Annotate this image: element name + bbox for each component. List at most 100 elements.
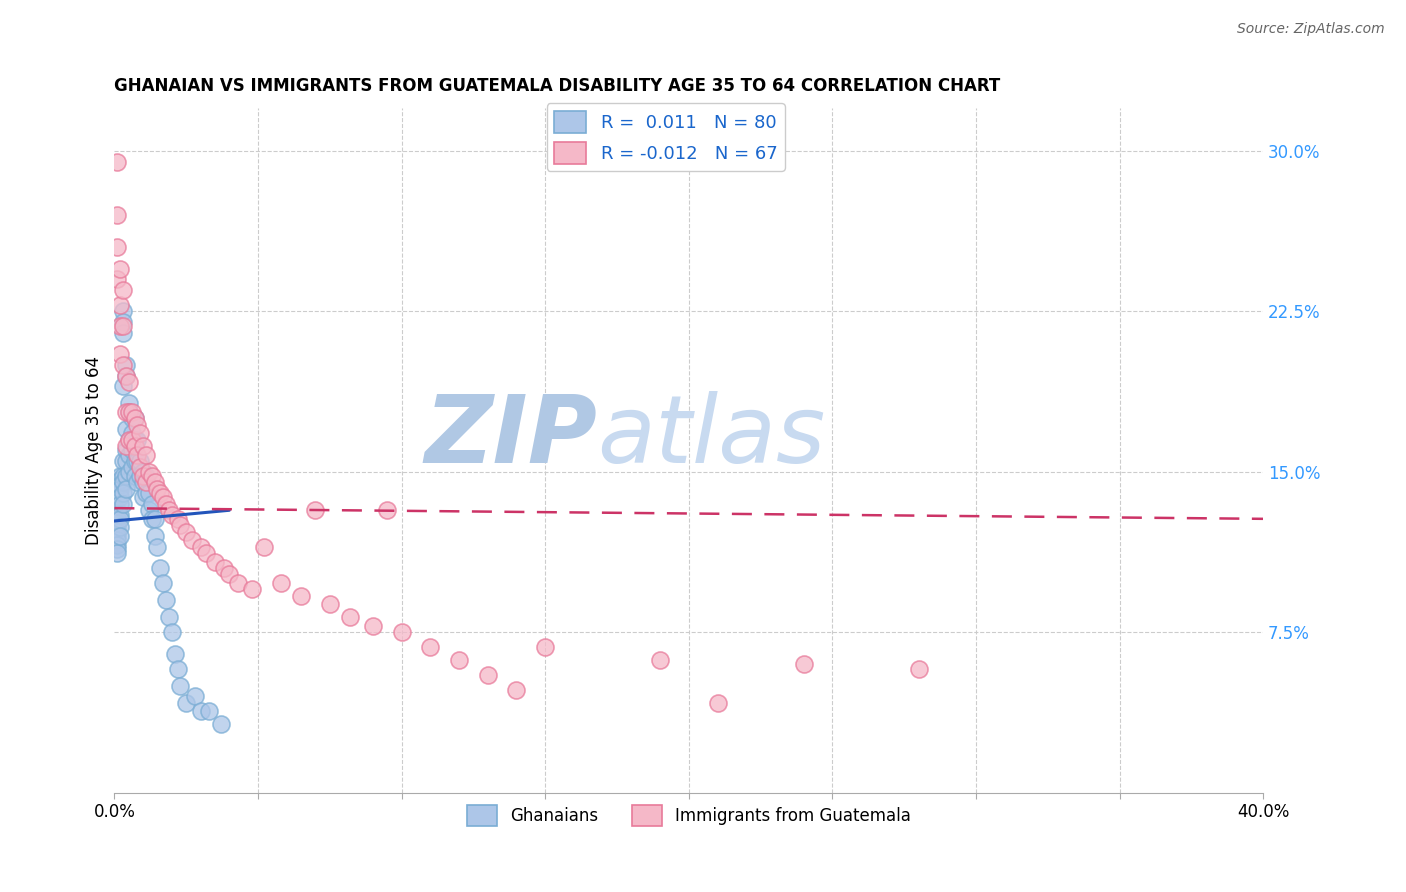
Point (108, 261, 131, 276)
Point (105, 503, 128, 517)
Point (706, 696, 728, 710)
Point (108, 482, 131, 496)
Point (108, 473, 131, 487)
Point (124, 411, 146, 425)
Point (115, 405, 138, 419)
Point (129, 469, 152, 483)
Point (108, 508, 131, 522)
Point (105, 546, 128, 560)
Point (339, 610, 361, 624)
Point (105, 537, 128, 551)
Point (112, 379, 135, 393)
Point (270, 576, 292, 591)
Point (648, 653, 671, 667)
Point (169, 679, 191, 693)
Point (149, 561, 172, 575)
Point (907, 662, 929, 676)
Point (505, 683, 527, 698)
Point (115, 469, 138, 483)
Point (112, 315, 135, 329)
Point (124, 454, 146, 468)
Point (108, 469, 131, 483)
Point (361, 619, 384, 633)
Point (155, 497, 177, 511)
Point (375, 503, 398, 517)
Point (132, 465, 155, 479)
Point (115, 358, 138, 372)
Point (138, 465, 160, 479)
Point (112, 319, 135, 334)
Point (166, 512, 188, 526)
Point (112, 283, 135, 297)
Point (115, 368, 138, 383)
Point (149, 486, 172, 500)
Point (152, 576, 174, 591)
Point (124, 411, 146, 425)
Point (155, 593, 177, 607)
Point (127, 417, 149, 432)
Point (115, 443, 138, 458)
Point (209, 717, 232, 731)
Point (127, 433, 149, 447)
Point (118, 433, 141, 447)
Point (105, 154, 128, 169)
Point (157, 610, 180, 624)
Point (160, 508, 183, 522)
Point (132, 491, 155, 505)
Point (121, 460, 143, 475)
Point (112, 326, 135, 340)
Point (141, 512, 163, 526)
Point (105, 508, 128, 522)
Point (118, 433, 141, 447)
Point (105, 208, 128, 222)
Point (204, 555, 226, 569)
Point (105, 524, 128, 539)
Point (793, 657, 815, 672)
Point (240, 582, 263, 597)
Point (143, 529, 166, 543)
Point (143, 512, 166, 526)
Point (218, 567, 240, 582)
Point (105, 516, 128, 530)
Point (135, 469, 157, 483)
Point (108, 512, 131, 526)
Point (115, 368, 138, 383)
Point (198, 704, 221, 718)
Point (534, 640, 557, 655)
Point (108, 298, 131, 312)
Point (129, 454, 152, 468)
Point (127, 448, 149, 462)
Point (135, 486, 157, 500)
Point (174, 696, 197, 710)
Point (108, 520, 131, 534)
Point (108, 497, 131, 511)
Point (174, 524, 197, 539)
Point (132, 469, 155, 483)
Point (184, 690, 207, 704)
Point (129, 460, 152, 475)
Point (132, 439, 155, 453)
Point (181, 533, 204, 548)
Text: Source: ZipAtlas.com: Source: ZipAtlas.com (1237, 22, 1385, 37)
Point (212, 561, 235, 575)
Point (112, 454, 135, 468)
Text: ZIP: ZIP (425, 391, 598, 483)
Point (112, 475, 135, 490)
Point (190, 704, 212, 718)
Point (108, 529, 131, 543)
Point (115, 439, 138, 453)
Point (115, 422, 138, 436)
Point (108, 491, 131, 505)
Point (115, 482, 138, 496)
Point (143, 475, 166, 490)
Point (108, 477, 131, 491)
Point (121, 426, 143, 441)
Point (108, 319, 131, 334)
Point (391, 625, 413, 640)
Point (477, 668, 499, 682)
Point (166, 662, 188, 676)
Point (121, 443, 143, 458)
Y-axis label: Disability Age 35 to 64: Disability Age 35 to 64 (86, 356, 103, 545)
Point (121, 411, 143, 425)
Point (127, 454, 149, 468)
